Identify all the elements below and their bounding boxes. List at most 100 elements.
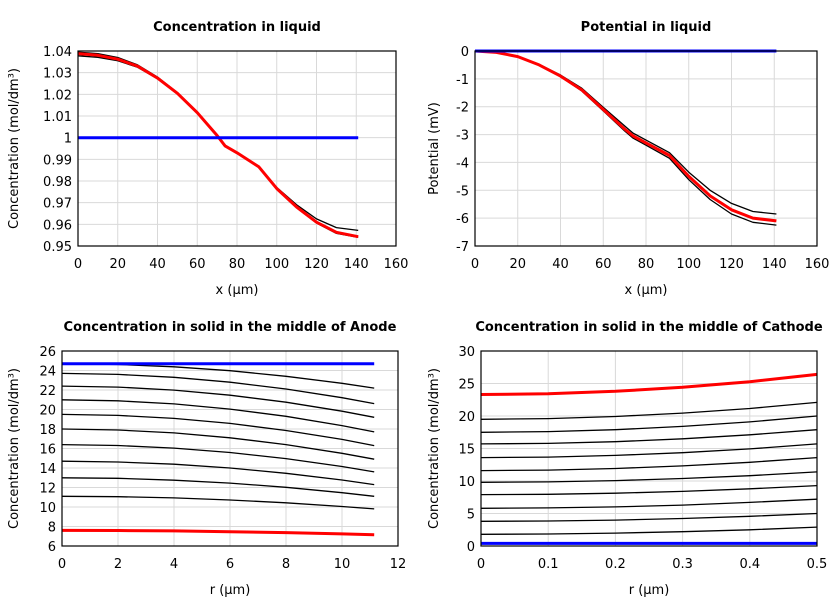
x-tick-label: 60 xyxy=(595,257,612,272)
y-tick-label: -6 xyxy=(456,212,469,227)
series-line-3 xyxy=(474,49,777,223)
x-axis-label: r (µm) xyxy=(210,583,251,598)
y-tick-label: 0.98 xyxy=(43,175,72,190)
series-line-4 xyxy=(61,399,375,433)
y-tick-label: 0.96 xyxy=(43,218,72,233)
y-tick-label: 20 xyxy=(39,404,56,419)
y-tick-label: -2 xyxy=(456,101,469,116)
y-tick-label: 26 xyxy=(39,345,56,360)
x-tick-label: 8 xyxy=(282,557,290,572)
y-tick-label: -4 xyxy=(456,156,469,171)
chart-title: Concentration in solid in the middle of … xyxy=(64,320,397,335)
y-axis-label: Concentration (mol/dm³) xyxy=(7,368,22,529)
series-line-6 xyxy=(61,428,375,460)
y-tick-label: -7 xyxy=(456,240,469,255)
y-tick-label: 24 xyxy=(39,365,56,380)
x-tick-label: 0.2 xyxy=(605,557,626,572)
y-tick-label: 10 xyxy=(39,501,56,516)
y-tick-label: 0 xyxy=(467,540,475,555)
plot-frame xyxy=(474,50,818,247)
series-line-11 xyxy=(480,372,818,396)
x-axis-label: x (µm) xyxy=(216,283,259,298)
series-line-4 xyxy=(480,443,818,459)
chart-title: Potential in liquid xyxy=(581,20,712,35)
y-tick-label: 1.01 xyxy=(43,110,72,125)
y-tick-label: 5 xyxy=(467,508,475,523)
x-tick-label: 40 xyxy=(552,257,569,272)
series-line-2 xyxy=(61,372,375,405)
series-line-3 xyxy=(480,429,818,445)
subplot-3: 0 2 4 6 8 10 1268101214161820222426Concentrati… xyxy=(7,320,406,598)
y-tick-label: 18 xyxy=(39,423,56,438)
y-axis-label: Concentration (mol/dm³) xyxy=(427,368,442,529)
x-tick-label: 20 xyxy=(109,257,126,272)
x-tick-label: 100 xyxy=(264,257,289,272)
x-tick-label: 2 xyxy=(114,557,122,572)
x-tick-label: 0.5 xyxy=(807,557,828,572)
y-tick-label: -3 xyxy=(456,129,469,144)
x-tick-label: 160 xyxy=(805,257,830,272)
x-tick-label: 0.1 xyxy=(538,557,559,572)
series-line-7 xyxy=(480,484,818,496)
series-line-10 xyxy=(480,526,818,535)
y-tick-label: 0.97 xyxy=(43,197,72,212)
series-line-10 xyxy=(61,495,375,510)
subplot-4: 0 0.1 0.2 0.3 0.4 0.5051015202530Concentratio… xyxy=(427,320,827,598)
y-tick-label: 1.02 xyxy=(43,88,72,103)
y-axis-label: Potential (mV) xyxy=(427,102,442,195)
x-tick-label: 40 xyxy=(149,257,166,272)
y-tick-label: 0.99 xyxy=(43,153,72,168)
y-tick-label: 12 xyxy=(39,482,56,497)
series-line-5 xyxy=(480,456,818,472)
x-tick-label: 6 xyxy=(226,557,234,572)
series-line-1 xyxy=(61,363,375,389)
y-tick-label: 10 xyxy=(458,475,475,490)
plot-frame xyxy=(61,350,399,547)
subplot-2: 0 20 40 60 80 100 120 140 160 -7 -6 -5 -4 -3 -2 -1 0 Pote… xyxy=(427,20,829,298)
x-tick-label: 0.4 xyxy=(739,557,760,572)
y-tick-label: 6 xyxy=(48,540,56,555)
series-line-1 xyxy=(480,401,818,420)
series-line-8 xyxy=(61,460,375,486)
y-axis-label: Concentration (mol/dm³) xyxy=(7,68,22,229)
y-tick-label: 30 xyxy=(458,345,475,360)
x-tick-label: 100 xyxy=(676,257,701,272)
y-tick-label: 0 xyxy=(461,45,469,60)
x-tick-label: 140 xyxy=(344,257,369,272)
x-tick-label: 120 xyxy=(304,257,329,272)
x-tick-label: 0 xyxy=(477,557,485,572)
series-line-3 xyxy=(61,385,375,418)
y-tick-label: 22 xyxy=(39,384,56,399)
series-line-8 xyxy=(480,498,818,509)
series-line-11 xyxy=(61,528,375,537)
y-tick-label: 20 xyxy=(458,410,475,425)
x-tick-label: 140 xyxy=(762,257,787,272)
x-axis-label: r (µm) xyxy=(629,583,670,598)
y-tick-label: 1 xyxy=(64,132,72,147)
x-tick-label: 120 xyxy=(719,257,744,272)
x-tick-label: 20 xyxy=(509,257,526,272)
series-line-9 xyxy=(61,477,375,497)
x-tick-label: 0 xyxy=(471,257,479,272)
series-line-6 xyxy=(480,471,818,483)
series-line-7 xyxy=(61,443,375,473)
x-tick-label: 4 xyxy=(170,557,178,572)
x-tick-label: 0 xyxy=(74,257,82,272)
x-axis-label: x (µm) xyxy=(625,283,668,298)
y-tick-label: 8 xyxy=(48,521,56,536)
x-tick-label: 0.3 xyxy=(672,557,693,572)
y-tick-label: 16 xyxy=(39,443,56,458)
series-line-5 xyxy=(61,413,375,447)
chart-title: Concentration in solid in the middle of … xyxy=(475,320,823,335)
x-tick-label: 160 xyxy=(384,257,409,272)
y-tick-label: -5 xyxy=(456,184,469,199)
y-tick-label: 0.95 xyxy=(43,240,72,255)
x-tick-label: 0 xyxy=(58,557,66,572)
series-line-9 xyxy=(480,512,818,522)
y-tick-label: 1.04 xyxy=(43,45,72,60)
x-tick-label: 80 xyxy=(229,257,246,272)
series-line-2 xyxy=(480,415,818,433)
y-tick-label: -1 xyxy=(456,73,469,88)
y-tick-label: 25 xyxy=(458,378,475,393)
